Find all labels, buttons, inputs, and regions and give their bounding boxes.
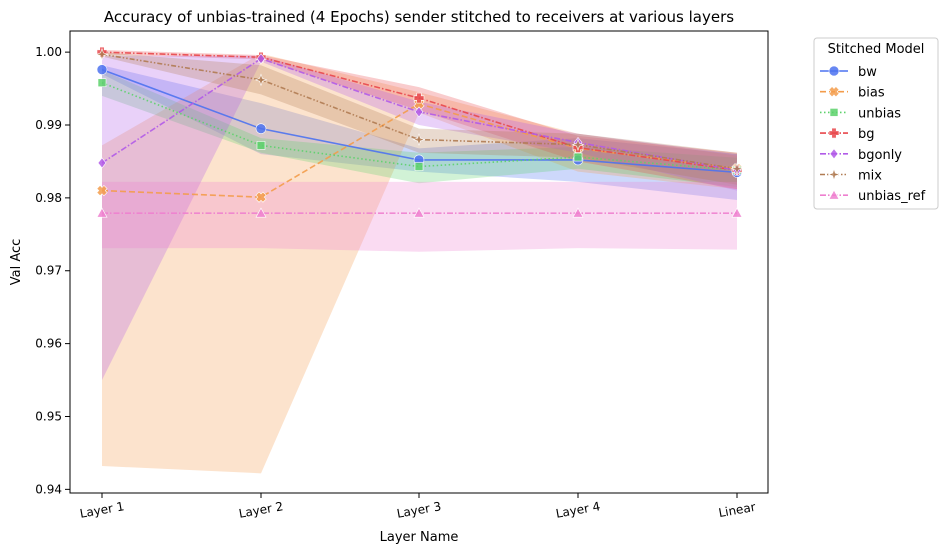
legend: Stitched Model bw bias unbias bg bgonly mix un…: [813, 37, 939, 210]
y-axis-title: Val Acc: [9, 239, 24, 286]
x-tick-label: Layer 3: [396, 499, 443, 521]
x-tick-label: Layer 2: [238, 499, 285, 521]
legend-unbias-marker: [829, 108, 839, 117]
mix-point: [412, 133, 426, 146]
unbias-point: [97, 78, 107, 88]
bias-point-glyph: [96, 185, 108, 197]
legend-box: [813, 37, 939, 210]
legend-unbias-label: unbias: [858, 106, 901, 121]
bgonly-point: [97, 157, 107, 169]
x-axis: Layer 1 Layer 2 Layer 3 Layer 4 Linear: [79, 493, 757, 521]
legend-bg-marker: [828, 127, 840, 139]
chart-title: Accuracy of unbias-trained (4 Epochs) se…: [104, 8, 734, 26]
legend-unbias-ref-marker: [828, 189, 840, 200]
bias-point-glyph: [255, 191, 267, 203]
unbias-ref-point: [255, 207, 267, 218]
bw-band: [102, 65, 737, 201]
x-axis-title: Layer Name: [380, 530, 459, 545]
legend-bg-label: bg: [858, 127, 875, 142]
legend-unbias-ref-label: unbias_ref: [858, 189, 926, 204]
y-tick-label: 0.94: [35, 482, 62, 496]
y-tick-label: 1.00: [35, 45, 62, 59]
mix-point: [254, 73, 268, 87]
mix-point: [95, 47, 109, 61]
legend-title: Stitched Model: [828, 42, 925, 57]
unbias-point: [573, 152, 583, 162]
mix-point: [730, 162, 744, 176]
legend-mix-marker: [827, 168, 841, 181]
x-tick-label: Layer 1: [79, 499, 126, 521]
unbias-ref-point: [96, 207, 108, 218]
x-tick-label: Layer 4: [555, 499, 602, 521]
legend-bias-marker: [828, 86, 840, 98]
mix-point: [571, 138, 585, 152]
bg-point: [413, 92, 425, 104]
unbias-ref-point: [413, 207, 425, 218]
y-tick-label: 0.95: [35, 409, 62, 423]
y-axis: 0.94 0.95 0.96 0.97 0.98 0.99 1.00: [35, 45, 70, 496]
bias-point: [255, 191, 267, 203]
legend-bw-label: bw: [858, 65, 877, 80]
y-tick-label: 0.96: [35, 337, 62, 351]
bgonly-point: [414, 106, 424, 118]
y-tick-label: 0.99: [35, 118, 62, 132]
legend-bias-marker-glyph: [828, 86, 840, 98]
legend-bw-marker: [828, 65, 840, 77]
unbias-point: [256, 141, 266, 150]
legend-mix-label: mix: [858, 169, 882, 184]
bw-point: [96, 64, 108, 75]
unbias-ref-point: [572, 207, 584, 218]
y-tick-label: 0.97: [35, 264, 62, 278]
y-tick-label: 0.98: [35, 191, 62, 205]
legend-bgonly-marker: [829, 148, 839, 160]
bias-point: [96, 185, 108, 197]
legend-bias-label: bias: [858, 86, 885, 101]
unbias-point: [414, 162, 424, 171]
legend-bgonly-label: bgonly: [858, 148, 902, 163]
series-markers: [95, 46, 744, 218]
x-tick-label: Linear: [717, 500, 756, 520]
bw-point: [255, 123, 267, 134]
bgonly-point: [256, 53, 266, 65]
bgonly-band: [102, 55, 737, 381]
unbias-ref-point: [731, 207, 743, 218]
